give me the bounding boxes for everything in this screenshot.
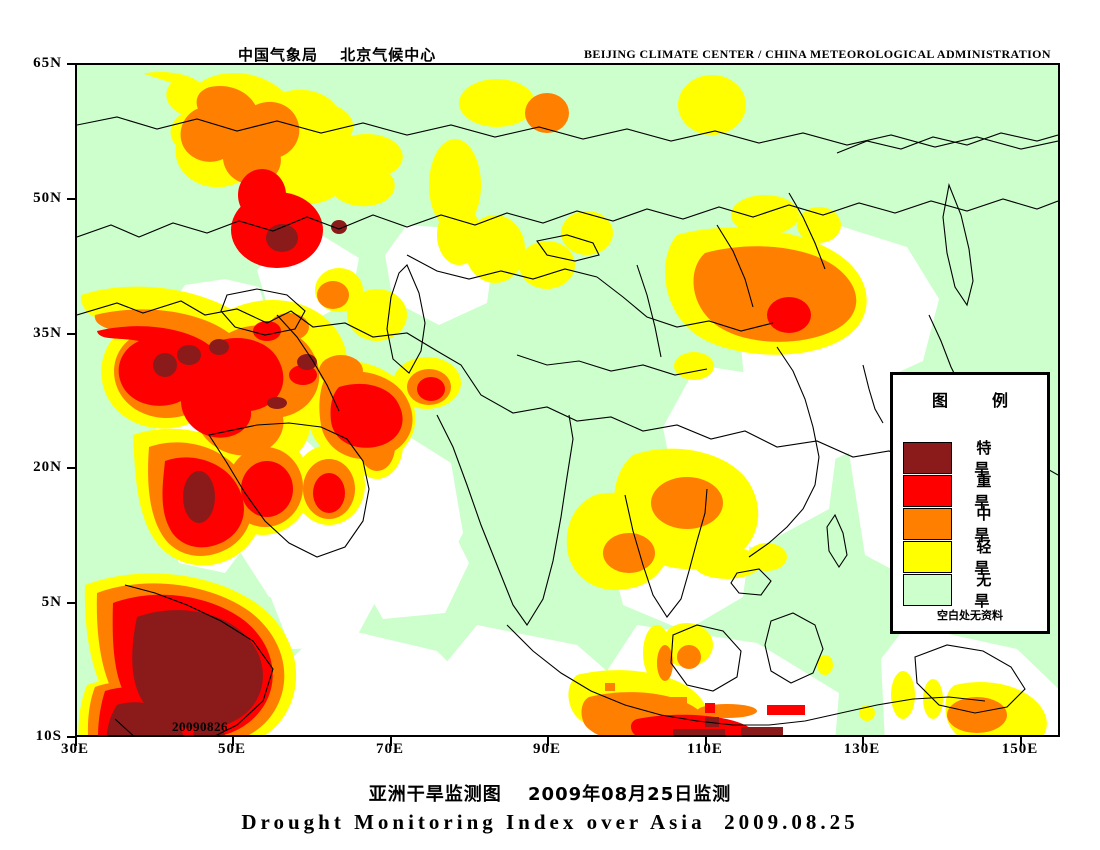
x-mark-30e (75, 737, 77, 746)
legend-swatch-extreme (903, 441, 953, 474)
header-organization-cn: 中国气象局 北京气候中心 (238, 46, 437, 64)
legend-swatch-light (903, 540, 953, 573)
x-mark-50e (232, 737, 234, 746)
x-tick-50e: 50E (217, 741, 246, 757)
legend-swatch-none (903, 573, 953, 606)
legend-note: 空白处无资料 (937, 609, 1003, 622)
y-tick-5n: 5N (41, 594, 62, 610)
chart-title-cn: 亚洲干旱监测图 2009年08月25日监测 (368, 784, 732, 805)
legend-label-none: 无 旱 (974, 570, 1025, 610)
legend-label-light: 轻 旱 (974, 537, 1025, 577)
legend-swatch-moderate (903, 507, 953, 540)
y-tick-65n: 65N (33, 55, 62, 71)
x-tick-70e: 70E (375, 741, 404, 757)
legend-box: 图 例 特 旱 重 旱 中 旱 轻 旱 无 旱 空白处无资料 (890, 372, 1050, 634)
legend-title: 图 例 (931, 391, 1022, 410)
x-tick-110e: 110E (687, 741, 723, 757)
y-mark-5n (67, 602, 77, 604)
legend-label-severe: 重 旱 (974, 471, 1025, 511)
legend-items: 特 旱 重 旱 中 旱 轻 旱 无 旱 (903, 439, 1043, 610)
legend-item-severe: 重 旱 (903, 472, 1043, 511)
legend-swatch-severe (903, 474, 953, 507)
x-tick-130e: 130E (843, 741, 881, 757)
chart-title-en: Drought Monitoring Index over Asia 2009.… (241, 810, 859, 834)
date-stamp: 20090826 (172, 719, 228, 734)
legend-item-extreme: 特 旱 (903, 439, 1043, 478)
y-tick-20n: 20N (33, 459, 62, 475)
x-tick-90e: 90E (532, 741, 561, 757)
header-organization-en: BEIJING CLIMATE CENTER / CHINA METEOROLO… (584, 47, 1051, 61)
x-mark-90e (547, 737, 549, 746)
x-mark-70e (390, 737, 392, 746)
extreme-drought-areas (106, 220, 783, 735)
y-mark-10s (67, 736, 77, 738)
y-tick-50n: 50N (33, 190, 62, 206)
legend-item-moderate: 中 旱 (903, 505, 1043, 544)
y-mark-65n (67, 63, 77, 65)
x-mark-150e (1020, 737, 1022, 746)
x-tick-30e: 30E (60, 741, 89, 757)
legend-item-light: 轻 旱 (903, 538, 1043, 577)
y-tick-10s: 10S (35, 728, 62, 744)
y-mark-50n (67, 198, 77, 200)
x-tick-150e: 150E (1001, 741, 1039, 757)
coastline-borders (77, 116, 1058, 735)
legend-item-none: 无 旱 (903, 571, 1043, 610)
y-mark-20n (67, 467, 77, 469)
y-tick-35n: 35N (33, 325, 62, 341)
legend-label-moderate: 中 旱 (974, 504, 1025, 544)
legend-label-extreme: 特 旱 (974, 438, 1025, 478)
y-mark-35n (67, 333, 77, 335)
x-mark-110e (705, 737, 707, 746)
x-mark-130e (862, 737, 864, 746)
